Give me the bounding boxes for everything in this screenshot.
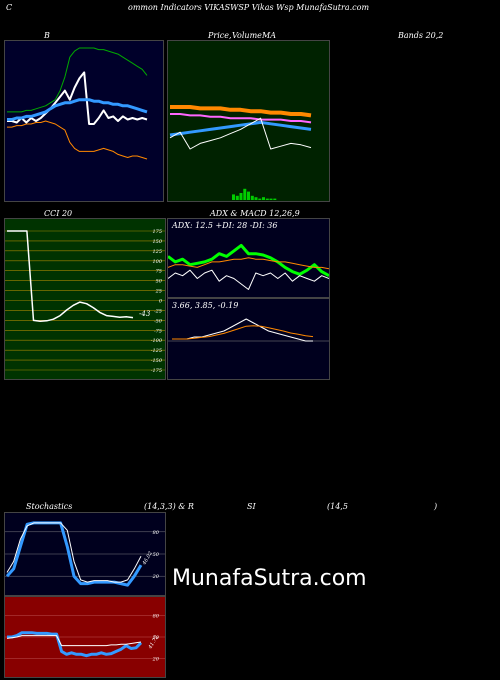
cci-panel: 175 150 125 100 75 50 25 0 -25 -50 -75 -100 -125 -150… [4,218,166,380]
volume-bar [254,197,258,200]
stoch-tick-label: 20 [152,574,160,580]
volume-bar [243,188,247,200]
rsi-series-1 [6,635,142,647]
adx-chart [168,243,329,290]
macd-series-1 [172,325,314,340]
bollinger-panel [4,40,164,202]
rsi-panel: 80 50 20 41.72 [4,596,166,678]
stoch-label-e: ) [434,502,438,511]
stoch-tick-label: 80 [153,530,160,536]
volume-bar [247,191,250,200]
price-label-a: Price, [208,31,232,40]
stoch-label-a: Stochastics [26,502,73,511]
cci-chart: 175 150 125 100 75 50 25 0 -25 -50 -75 -100 -125 -150… [5,229,165,374]
cci-tick-label: 100 [152,259,162,265]
rsi-tick-label: 50 [153,635,160,641]
stoch-current-value: 46.02 [141,551,154,567]
volume-bar [258,198,262,200]
header-letter: C [6,3,13,12]
cci-tick-label: -150 [151,358,163,364]
volume-bar [235,195,239,200]
watermark: MunafaSutra.com [172,566,367,591]
adx-series-0 [168,243,329,278]
bollinger-chart [7,47,148,160]
chart-title: ommon Indicators VIKASWSP Vikas Wsp Muna… [128,3,370,12]
price-panel [167,40,330,202]
stoch-label-c: SI [247,502,256,511]
rsi-tick-label: 80 [153,613,160,619]
stoch-tick-label: 50 [153,552,160,558]
price-chart [169,105,312,200]
adx-panel: ADX: 12.5 +DI: 28 -DI: 36 [167,218,330,298]
adx-series-2 [168,269,329,290]
adx-series-1 [168,257,329,270]
ma-series-3 [169,117,312,150]
stoch-label-b: (14,3,3) & R [144,502,194,511]
stoch-series-0 [5,521,143,587]
volume-bar [239,193,243,200]
cci-tick-label: -125 [151,348,162,354]
volume-bar [265,198,269,200]
cci-tick-label: -50 [154,318,163,324]
stoch-series-1 [6,522,142,583]
bollinger-series-2 [7,47,148,113]
rsi-series-0 [7,631,143,658]
bollinger-series-3 [7,120,148,160]
cci-tick-label: 75 [156,269,162,275]
ma-series-2 [169,120,312,137]
cci-tick-label: 25 [155,289,162,295]
cci-tick-label: -75 [154,328,162,334]
cci-tick-label: 0 [159,299,163,305]
volume-bar [273,198,277,200]
rsi-tick-label: 20 [152,657,160,663]
cci-tick-label: 50 [156,279,163,285]
cci-tick-label: -25 [154,308,162,314]
cci-tick-label: 175 [152,229,162,235]
bands-label-left: B [44,31,50,40]
bollinger-series-0 [7,71,148,125]
stochastics-chart: 80 50 20 46.02 [5,521,165,587]
ma-series-0 [170,105,312,118]
cci-line [7,230,134,322]
volume-bar [232,194,235,200]
cci-current-value: -43 [139,310,151,318]
adx-readout: ADX: 12.5 +DI: 28 -DI: 36 [172,221,278,230]
ma-series-1 [170,113,312,124]
stoch-label-d: (14,5 [327,502,348,511]
cci-label: CCI 20 [44,209,73,218]
stochastics-panel: 80 50 20 46.02 [4,512,166,596]
bands-label-right: Bands 20,2 [398,31,444,40]
price-label-c: MA [262,31,276,40]
adx-label: ADX & MACD 12,26,9 [210,209,300,218]
macd-readout: 3.66, 3.85, -0.19 [172,301,239,310]
cci-tick-label: 125 [152,249,162,255]
macd-panel: 3.66, 3.85, -0.19 [167,298,330,380]
cci-tick-label: -175 [151,368,162,374]
volume-bar [262,197,265,200]
price-label-b: Volume [232,31,262,40]
macd-chart [168,318,329,342]
volume-bar [269,198,273,200]
volume-bar [250,195,254,200]
macd-series-0 [172,318,313,342]
cci-tick-label: -100 [151,338,163,344]
bollinger-series-1 [7,98,148,121]
cci-tick-label: 150 [152,239,162,245]
